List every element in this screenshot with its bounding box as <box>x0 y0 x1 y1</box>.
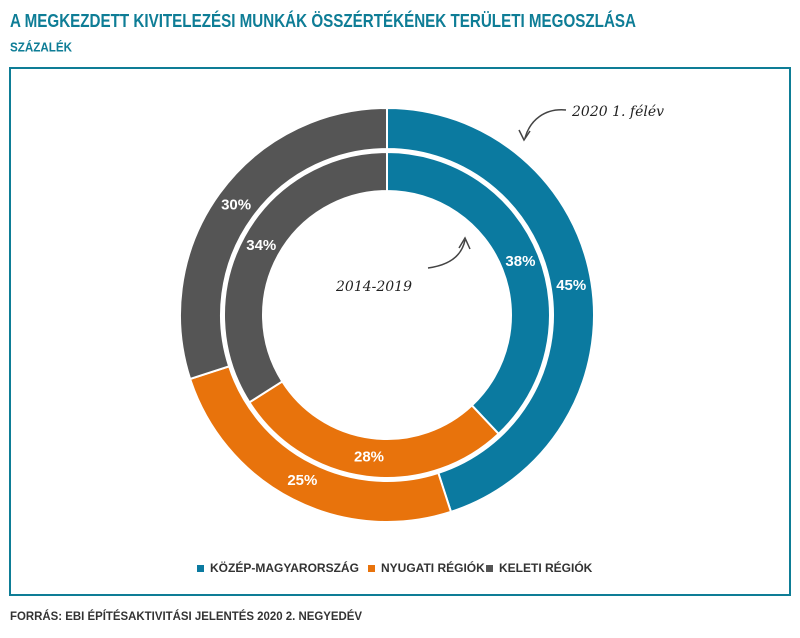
annotation-arrow <box>524 109 567 139</box>
annotation-arrow <box>427 239 466 269</box>
legend-label: NYUGATI RÉGIÓK <box>381 560 485 575</box>
donut-slice <box>223 150 388 404</box>
source: FORRÁS: EBI ÉPÍTÉSAKTIVITÁSI JELENTÉS 20… <box>10 608 362 623</box>
series-annotation: 2020 1. félév <box>571 104 664 120</box>
donut-slice <box>386 106 595 514</box>
series-annotation: 2014-2019 <box>335 279 412 295</box>
data-label: 45% <box>556 277 586 294</box>
donut-slice <box>386 150 551 436</box>
annotation-arrowhead <box>518 129 531 142</box>
chart-title: A MEGKEZDETT KIVITELEZÉSI MUNKÁK ÖSSZÉRT… <box>10 10 636 31</box>
donut-slice <box>179 106 388 381</box>
data-label: 25% <box>287 472 317 489</box>
legend-swatch <box>486 565 493 572</box>
data-label: 34% <box>246 237 276 254</box>
chart-frame <box>9 67 791 596</box>
data-label: 38% <box>505 253 535 270</box>
legend-label: KÖZÉP-MAGYARORSZÁG <box>210 560 359 575</box>
legend-swatch <box>368 565 375 572</box>
legend-swatch <box>197 565 204 572</box>
annotation-arrowhead <box>458 236 471 250</box>
data-label: 30% <box>221 196 251 213</box>
data-label: 28% <box>354 448 384 465</box>
legend-label: KELETI RÉGIÓK <box>499 560 593 575</box>
chart-subtitle: SZÁZALÉK <box>10 39 73 54</box>
